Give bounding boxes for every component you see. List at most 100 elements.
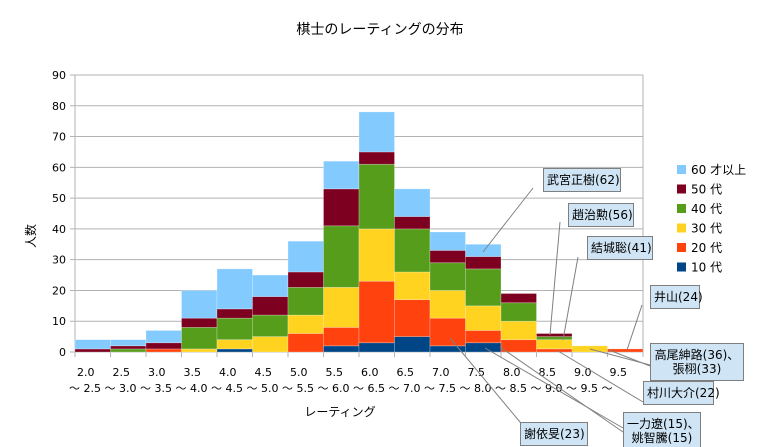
annotation-leader-line	[557, 350, 644, 403]
bar-segment-4	[74, 348, 111, 353]
legend-label: 40 代	[691, 202, 722, 216]
bar-segment-4	[181, 317, 218, 328]
legend-swatch	[677, 223, 686, 233]
legend-swatch	[677, 204, 686, 213]
bar-segment-3	[181, 327, 218, 350]
bar-segment-1	[358, 280, 395, 344]
annotation-callout: 趙治勲(56)	[568, 203, 634, 227]
annotation-callout: 井山(24)	[650, 285, 703, 309]
legend-label: 20 代	[691, 241, 722, 255]
x-tick-label: 4.0 ～ 4.5	[211, 366, 243, 395]
annotation-leader-line	[484, 347, 624, 429]
bar-segment-3	[216, 317, 253, 341]
x-tick-label: 2.5 ～ 3.0	[105, 366, 137, 395]
bar-segment-0	[323, 345, 360, 353]
legend-swatch	[677, 184, 686, 194]
bar-segment-3	[323, 225, 360, 288]
x-tick-label: 5.5 ～ 6.0	[318, 366, 350, 395]
legend-label: 10 代	[691, 261, 722, 275]
bar-segment-3	[287, 287, 324, 316]
bar-segment-3	[465, 268, 502, 307]
y-tick-label: 0	[59, 346, 66, 359]
x-tick-label: 5.0 ～ 5.5	[282, 366, 314, 395]
x-tick-label: 7.5 ～ 8.0	[460, 366, 492, 395]
bar-segment-2	[571, 345, 608, 353]
bar-segment-5	[74, 339, 111, 350]
x-tick-label: 6.5 ～ 7.0	[389, 366, 421, 395]
bar-segment-4	[358, 151, 395, 165]
bar-segment-3	[536, 336, 573, 341]
bar-segment-1	[536, 348, 573, 353]
legend-label: 50 代	[691, 183, 722, 197]
bar-segment-1	[465, 330, 502, 344]
bar-segment-4	[287, 271, 324, 288]
bar-segment-4	[145, 342, 182, 350]
y-tick-label: 10	[52, 315, 66, 328]
bar-segment-1	[145, 348, 182, 353]
bar-segment-0	[216, 348, 253, 353]
bar-segment-2	[252, 336, 289, 353]
x-tick-label: 8.0 ～ 8.5	[495, 366, 527, 395]
bar-segment-5	[465, 243, 502, 257]
bar-segment-5	[323, 160, 360, 190]
annotation-leader-line	[449, 337, 526, 429]
x-axis-label: レーティング	[304, 405, 375, 419]
bar-segment-4	[429, 250, 466, 264]
y-tick-label: 50	[52, 192, 66, 205]
annotation-leader-line	[562, 256, 579, 341]
bar-segment-5	[110, 339, 147, 347]
bar-segment-4	[110, 345, 147, 350]
bar-segment-0	[429, 345, 466, 353]
y-tick-label: 90	[52, 69, 66, 82]
bar-segment-4	[500, 293, 537, 304]
bar-segment-5	[181, 290, 218, 319]
annotation-callout: 武宮正樹(62)	[543, 168, 621, 192]
annotation-leader-line	[482, 187, 534, 253]
annotation-leader-line	[608, 349, 651, 367]
annotation-callout: 村川大介(22)	[643, 381, 720, 405]
bar-segment-1	[500, 339, 537, 353]
bar-segment-2	[181, 348, 218, 353]
x-tick-label: 7.0 ～ 7.5	[424, 366, 456, 395]
annotation-callout: 謝依旻(23)	[520, 422, 588, 446]
annotation-callout: 一力遼(15)、 姚智騰(15)	[623, 412, 701, 447]
bar-segment-3	[394, 228, 431, 273]
bar-segment-2	[358, 228, 395, 282]
x-tick-label: 6.0 ～ 6.5	[353, 366, 385, 395]
bar-segment-4	[323, 188, 360, 227]
bar-segment-1	[287, 333, 324, 353]
bar-segment-2	[287, 314, 324, 334]
bar-segment-2	[465, 305, 502, 331]
bar-segment-5	[394, 188, 431, 217]
x-tick-label: 3.0 ～ 3.5	[140, 366, 172, 395]
legend-swatch	[677, 165, 686, 174]
bar-segment-0	[358, 342, 395, 353]
bar-segment-1	[394, 299, 431, 337]
bar-segment-5	[287, 240, 324, 273]
legend-swatch	[677, 262, 686, 272]
annotation-leader-line	[499, 346, 624, 433]
y-axis-label: 人数	[23, 224, 38, 248]
y-tick-label: 60	[52, 161, 66, 174]
bar-segment-3	[500, 302, 537, 322]
bar-segment-5	[252, 274, 289, 297]
annotation-leader-line	[549, 221, 561, 336]
annotation-callout: 高尾紳路(36)、 張栩(33)	[650, 343, 744, 381]
bar-segment-3	[110, 348, 147, 353]
bar-segment-5	[358, 111, 395, 153]
bar-segment-1	[607, 348, 644, 353]
bar-segment-0	[394, 336, 431, 353]
bar-segment-3	[429, 262, 466, 291]
y-tick-label: 70	[52, 131, 66, 144]
legend-label: 30 代	[691, 222, 722, 236]
bar-segment-2	[216, 339, 253, 350]
bar-segment-1	[323, 327, 360, 347]
y-tick-label: 80	[52, 100, 66, 113]
annotation-callout: 結城聡(41)	[587, 236, 653, 260]
bar-segment-4	[536, 333, 573, 337]
legend-swatch	[677, 243, 686, 252]
bar-segment-2	[429, 290, 466, 319]
x-tick-label: 4.5 ～ 5.0	[247, 366, 279, 395]
